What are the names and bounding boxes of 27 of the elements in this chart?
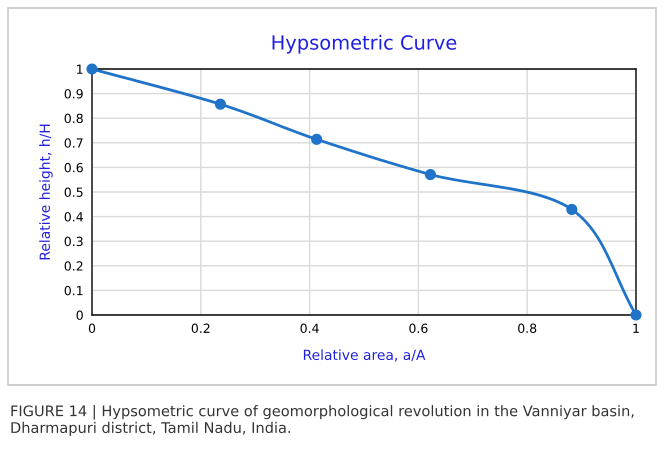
point — [630, 309, 642, 321]
x-tick-label: 0.6 — [409, 324, 428, 334]
caption: FIGURE 14 | Hypsometric curve of geomorphological revolution in the Vanniyar basin, Dharmapuri district, Tamil Nadu, India. — [11, 405, 634, 436]
y-tick-label: 0.3 — [64, 236, 83, 246]
x-axis-title: Relative area, a/A — [304, 349, 426, 362]
x-tick-label: 0 — [88, 324, 96, 334]
point — [424, 168, 436, 180]
y-tick-label: 0.5 — [64, 187, 83, 197]
x-tick-label: 0.4 — [300, 324, 319, 334]
point — [566, 204, 578, 216]
point — [311, 134, 322, 145]
x-tick-label: 0.2 — [192, 324, 210, 334]
y-axis-title: Relative height, h/H — [39, 124, 53, 260]
y-tick-label: 0.7 — [64, 138, 83, 148]
y-tick-label: 0.9 — [64, 89, 83, 99]
y-tick-label: 0.2 — [64, 261, 82, 271]
point — [214, 98, 226, 110]
y-tick-label: 0.1 — [64, 286, 83, 296]
x-tick-label: 1 — [633, 324, 639, 333]
point — [86, 63, 98, 75]
x-tick-label: 0.8 — [518, 324, 536, 334]
y-tick-label: 0.4 — [64, 212, 83, 222]
chart-title: Hypsometric Curve — [272, 34, 456, 54]
y-tick-label: 0.8 — [64, 114, 83, 124]
y-tick-label: 0 — [76, 310, 83, 320]
y-tick-label: 1 — [77, 64, 83, 74]
y-tick-label: 0.6 — [64, 162, 83, 172]
